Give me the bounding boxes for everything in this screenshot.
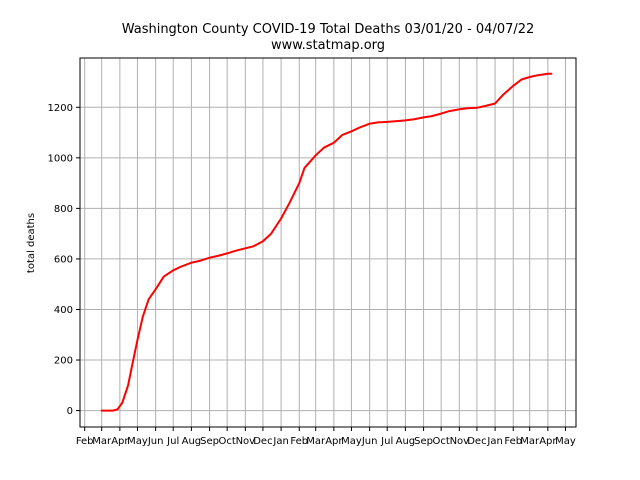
x-tick-label: Jan (486, 436, 502, 447)
x-tick-label: Nov (236, 436, 256, 447)
x-tick-label: Jan (272, 436, 288, 447)
x-tick-label: Dec (253, 436, 272, 447)
x-tick-label: Mar (520, 436, 540, 447)
y-axis: 0 200 400 600 800 1000 1200 (48, 103, 80, 417)
x-tick-label: Mar (92, 436, 112, 447)
x-tick-label: Aug (396, 436, 416, 447)
x-tick-label: Sep (200, 436, 219, 447)
chart-subtitle: www.statmap.org (271, 38, 385, 53)
x-tick-label: Feb (76, 436, 94, 447)
x-tick-label: Mar (306, 436, 326, 447)
y-axis-label: total deaths (26, 213, 37, 273)
series-line (100, 72, 553, 412)
x-tick-label: Apr (325, 436, 343, 447)
x-tick-label: Apr (111, 436, 129, 447)
x-tick-label: Sep (414, 436, 433, 447)
grid-lines (80, 58, 576, 427)
x-tick-label: Oct (219, 436, 236, 447)
y-tick-label: 600 (54, 254, 73, 265)
x-tick-label: May (555, 436, 576, 447)
plot-frame (79, 57, 577, 428)
x-tick-label: Jul (166, 436, 179, 447)
y-tick-label: 1200 (48, 103, 73, 114)
y-tick-label: 0 (67, 406, 73, 417)
x-tick-label: Dec (467, 436, 486, 447)
x-tick-label: Jun (147, 436, 164, 447)
x-tick-label: Feb (504, 436, 522, 447)
x-tick-label: Apr (539, 436, 557, 447)
x-tick-label: Jul (380, 436, 393, 447)
y-tick-label: 200 (54, 356, 73, 367)
x-tick-label: Nov (450, 436, 470, 447)
chart-title: Washington County COVID-19 Total Deaths … (122, 22, 535, 37)
y-tick-label: 400 (54, 305, 73, 316)
y-tick-label: 800 (54, 204, 73, 215)
x-tick-label: Feb (290, 436, 308, 447)
y-tick-label: 1000 (48, 153, 73, 164)
x-tick-label: May (127, 436, 148, 447)
x-tick-label: Jun (361, 436, 378, 447)
x-tick-label: Oct (433, 436, 450, 447)
x-tick-label: May (341, 436, 362, 447)
x-tick-label: Aug (182, 436, 202, 447)
